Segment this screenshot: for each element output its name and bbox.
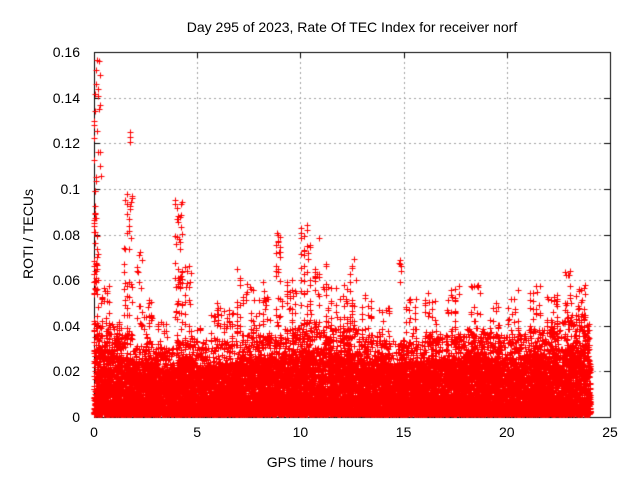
y-tick-label: 0.16 — [52, 44, 80, 60]
y-tick-label: 0.06 — [52, 272, 80, 289]
x-tick-label: 10 — [292, 424, 309, 440]
chart-title: Day 295 of 2023, Rate Of TEC Index for r… — [186, 19, 518, 35]
y-tick-label: 0.14 — [52, 89, 80, 106]
x-tick-label: 20 — [499, 424, 515, 440]
x-tick-label: 15 — [395, 424, 412, 440]
x-tick-label: 25 — [602, 424, 618, 440]
y-tick-label: 0 — [72, 409, 80, 425]
y-tick-label: 0.08 — [52, 226, 80, 243]
x-tick-label: 5 — [193, 424, 202, 440]
x-tick-label: 0 — [90, 424, 98, 440]
x-axis-label: GPS time / hours — [266, 454, 374, 470]
y-tick-label: 0.1 — [60, 180, 80, 197]
y-tick-label: 0.12 — [52, 135, 80, 152]
y-tick-label: 0.02 — [52, 363, 80, 380]
y-tick-label: 0.04 — [52, 317, 80, 334]
